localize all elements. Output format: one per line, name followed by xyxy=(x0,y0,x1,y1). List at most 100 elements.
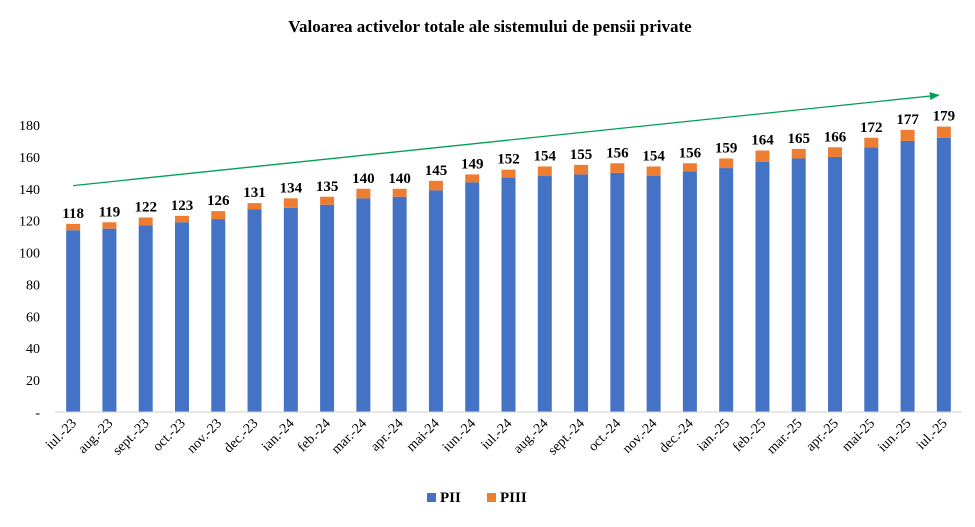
bar-piii xyxy=(936,126,951,138)
data-label: 165 xyxy=(787,131,810,147)
bar-piii xyxy=(102,222,117,229)
x-tick-label: mar.-25 xyxy=(764,416,805,457)
x-tick-label: iun.-24 xyxy=(440,416,479,455)
data-label: 135 xyxy=(316,179,339,195)
bar-pii xyxy=(791,158,806,412)
bar-pii xyxy=(610,172,625,412)
bar-piii xyxy=(247,203,262,210)
bar-piii xyxy=(828,147,843,157)
bar-piii xyxy=(283,198,298,208)
data-label: 166 xyxy=(824,129,847,145)
bar-pii xyxy=(392,196,407,412)
x-tick-label: sept.-23 xyxy=(110,416,152,458)
y-tick-label: 40 xyxy=(26,342,40,357)
data-label: 164 xyxy=(751,133,774,149)
bar-piii xyxy=(320,196,335,205)
bar-pii xyxy=(501,177,516,412)
x-tick-label: mai-24 xyxy=(404,416,443,455)
bar-pii xyxy=(211,219,226,412)
y-tick-label: 140 xyxy=(19,183,40,198)
x-tick-label: oct.-23 xyxy=(150,416,188,454)
bar-piii xyxy=(465,174,480,183)
legend-swatch-pii xyxy=(427,493,436,502)
data-labels-group: 118 119 122 123 126 131 134 135 140 140 145 149 152 1… xyxy=(62,109,955,222)
x-tick-label: aug.-23 xyxy=(76,416,117,457)
data-label: 159 xyxy=(715,140,738,156)
trend-arrow xyxy=(73,92,940,187)
x-tick-label: apr.-24 xyxy=(368,416,406,454)
legend-label-piii: PIII xyxy=(500,490,527,506)
data-label: 126 xyxy=(207,193,230,209)
x-tick-label: iul.-24 xyxy=(479,416,516,453)
data-label: 149 xyxy=(461,156,484,172)
legend-label-pii: PII xyxy=(440,490,461,506)
bar-piii xyxy=(356,188,371,199)
data-label: 140 xyxy=(388,171,411,187)
x-tick-label: feb.-25 xyxy=(730,416,769,455)
x-tick-label: feb.-24 xyxy=(295,416,334,455)
data-label: 177 xyxy=(896,112,919,128)
y-axis: - 20 40 60 80 100 120 140 160 180 xyxy=(19,119,40,421)
bar-piii xyxy=(719,158,734,169)
bar-piii xyxy=(174,215,189,223)
bar-piii xyxy=(610,163,625,173)
bar-pii xyxy=(102,228,117,412)
bar-pii xyxy=(537,176,552,412)
bar-piii xyxy=(791,148,806,159)
legend-swatch-piii xyxy=(487,493,496,502)
data-label: 118 xyxy=(62,206,84,222)
bar-piii xyxy=(900,129,915,141)
bar-piii xyxy=(138,217,153,226)
y-tick-label: 120 xyxy=(19,215,40,230)
x-tick-label: iun.-25 xyxy=(875,416,914,455)
legend: PII PIII xyxy=(427,490,527,506)
x-tick-label: apr.-25 xyxy=(803,416,841,454)
bar-pii xyxy=(320,204,335,412)
bar-pii xyxy=(682,171,697,412)
bar-pii xyxy=(828,156,843,412)
data-label: 123 xyxy=(171,198,194,214)
data-label: 140 xyxy=(352,171,375,187)
y-tick-label: - xyxy=(35,406,40,421)
data-label: 154 xyxy=(534,148,557,164)
bar-pii xyxy=(174,222,189,412)
data-label: 131 xyxy=(243,185,266,201)
bar-pii xyxy=(356,198,371,412)
trend-arrow-line xyxy=(73,92,940,187)
data-label: 154 xyxy=(642,148,665,164)
bar-piii xyxy=(392,188,407,197)
bar-piii xyxy=(501,169,516,178)
y-tick-label: 60 xyxy=(26,310,40,325)
bar-pii xyxy=(247,209,262,412)
bar-piii xyxy=(755,150,770,162)
x-tick-label: oct.-24 xyxy=(586,416,624,454)
bar-piii xyxy=(646,166,661,177)
data-label: 155 xyxy=(570,147,593,163)
bar-piii xyxy=(537,166,552,177)
data-label: 119 xyxy=(99,204,121,220)
x-tick-label: aug.-24 xyxy=(511,416,552,457)
x-tick-label: nov.-23 xyxy=(185,416,225,456)
data-label: 179 xyxy=(933,109,956,125)
bar-pii xyxy=(864,147,879,413)
y-tick-label: 80 xyxy=(26,278,40,293)
bar-pii xyxy=(936,137,951,412)
bar-piii xyxy=(428,180,443,191)
data-label: 156 xyxy=(606,145,629,161)
bar-pii xyxy=(755,161,770,412)
x-tick-label: dec.-24 xyxy=(657,416,697,456)
data-label: 172 xyxy=(860,120,883,136)
data-label: 156 xyxy=(679,145,702,161)
x-tick-label: mar.-24 xyxy=(329,416,370,457)
y-tick-label: 180 xyxy=(19,119,40,134)
bar-pii xyxy=(719,168,734,412)
bar-pii xyxy=(465,182,480,412)
chart-title: Valoarea activelor totale ale sistemului… xyxy=(288,17,692,36)
x-tick-label: mai-25 xyxy=(839,416,878,455)
bar-pii xyxy=(646,176,661,412)
x-tick-label: dec.-23 xyxy=(221,416,261,456)
bars-group xyxy=(66,126,951,413)
bar-pii xyxy=(900,140,915,412)
data-label: 152 xyxy=(497,152,520,168)
